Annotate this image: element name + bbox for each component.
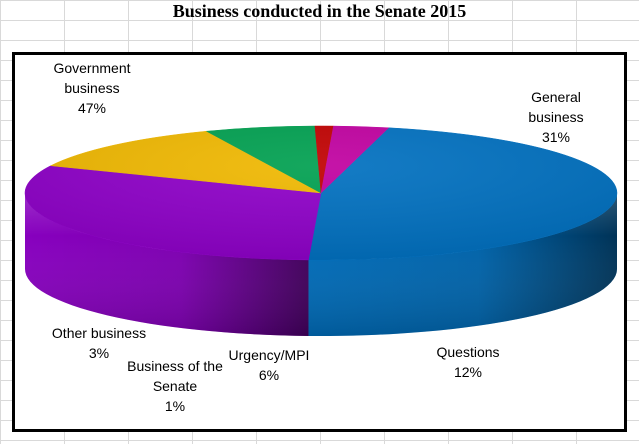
data-label-category: Other business <box>51 325 147 341</box>
data-label-category: Questions <box>436 344 500 360</box>
chart-area <box>12 52 627 432</box>
data-label-percent: 47% <box>77 100 107 116</box>
data-label-category: Business of the Senate <box>127 358 223 394</box>
pie-side-general-business-gloss <box>25 193 309 336</box>
pie-top-shading <box>25 126 617 260</box>
data-label-questions: Questions 12% <box>436 342 499 382</box>
data-label-other-business: Other business 3% <box>52 323 146 363</box>
chart-title: Business conducted in the Senate 2015 <box>172 1 467 21</box>
data-label-percent: 3% <box>88 345 110 361</box>
data-label-urgency-mpi: Urgency/MPI 6% <box>229 345 310 385</box>
data-label-percent: 6% <box>258 367 280 383</box>
data-label-category: Urgency/MPI <box>228 347 310 363</box>
pie-side-government-business-gloss <box>308 193 618 336</box>
data-label-general-business: General business 31% <box>516 87 596 147</box>
data-label-percent: 31% <box>541 129 571 145</box>
data-label-percent: 1% <box>164 398 186 414</box>
data-label-category: Government business <box>53 60 131 96</box>
pie-chart <box>24 125 618 336</box>
data-label-government-business: Government business 47% <box>47 58 137 118</box>
data-label-percent: 12% <box>453 364 483 380</box>
data-label-business-of-the-senate: Business of the Senate 1% <box>125 356 225 416</box>
data-label-category: General business <box>528 89 584 125</box>
